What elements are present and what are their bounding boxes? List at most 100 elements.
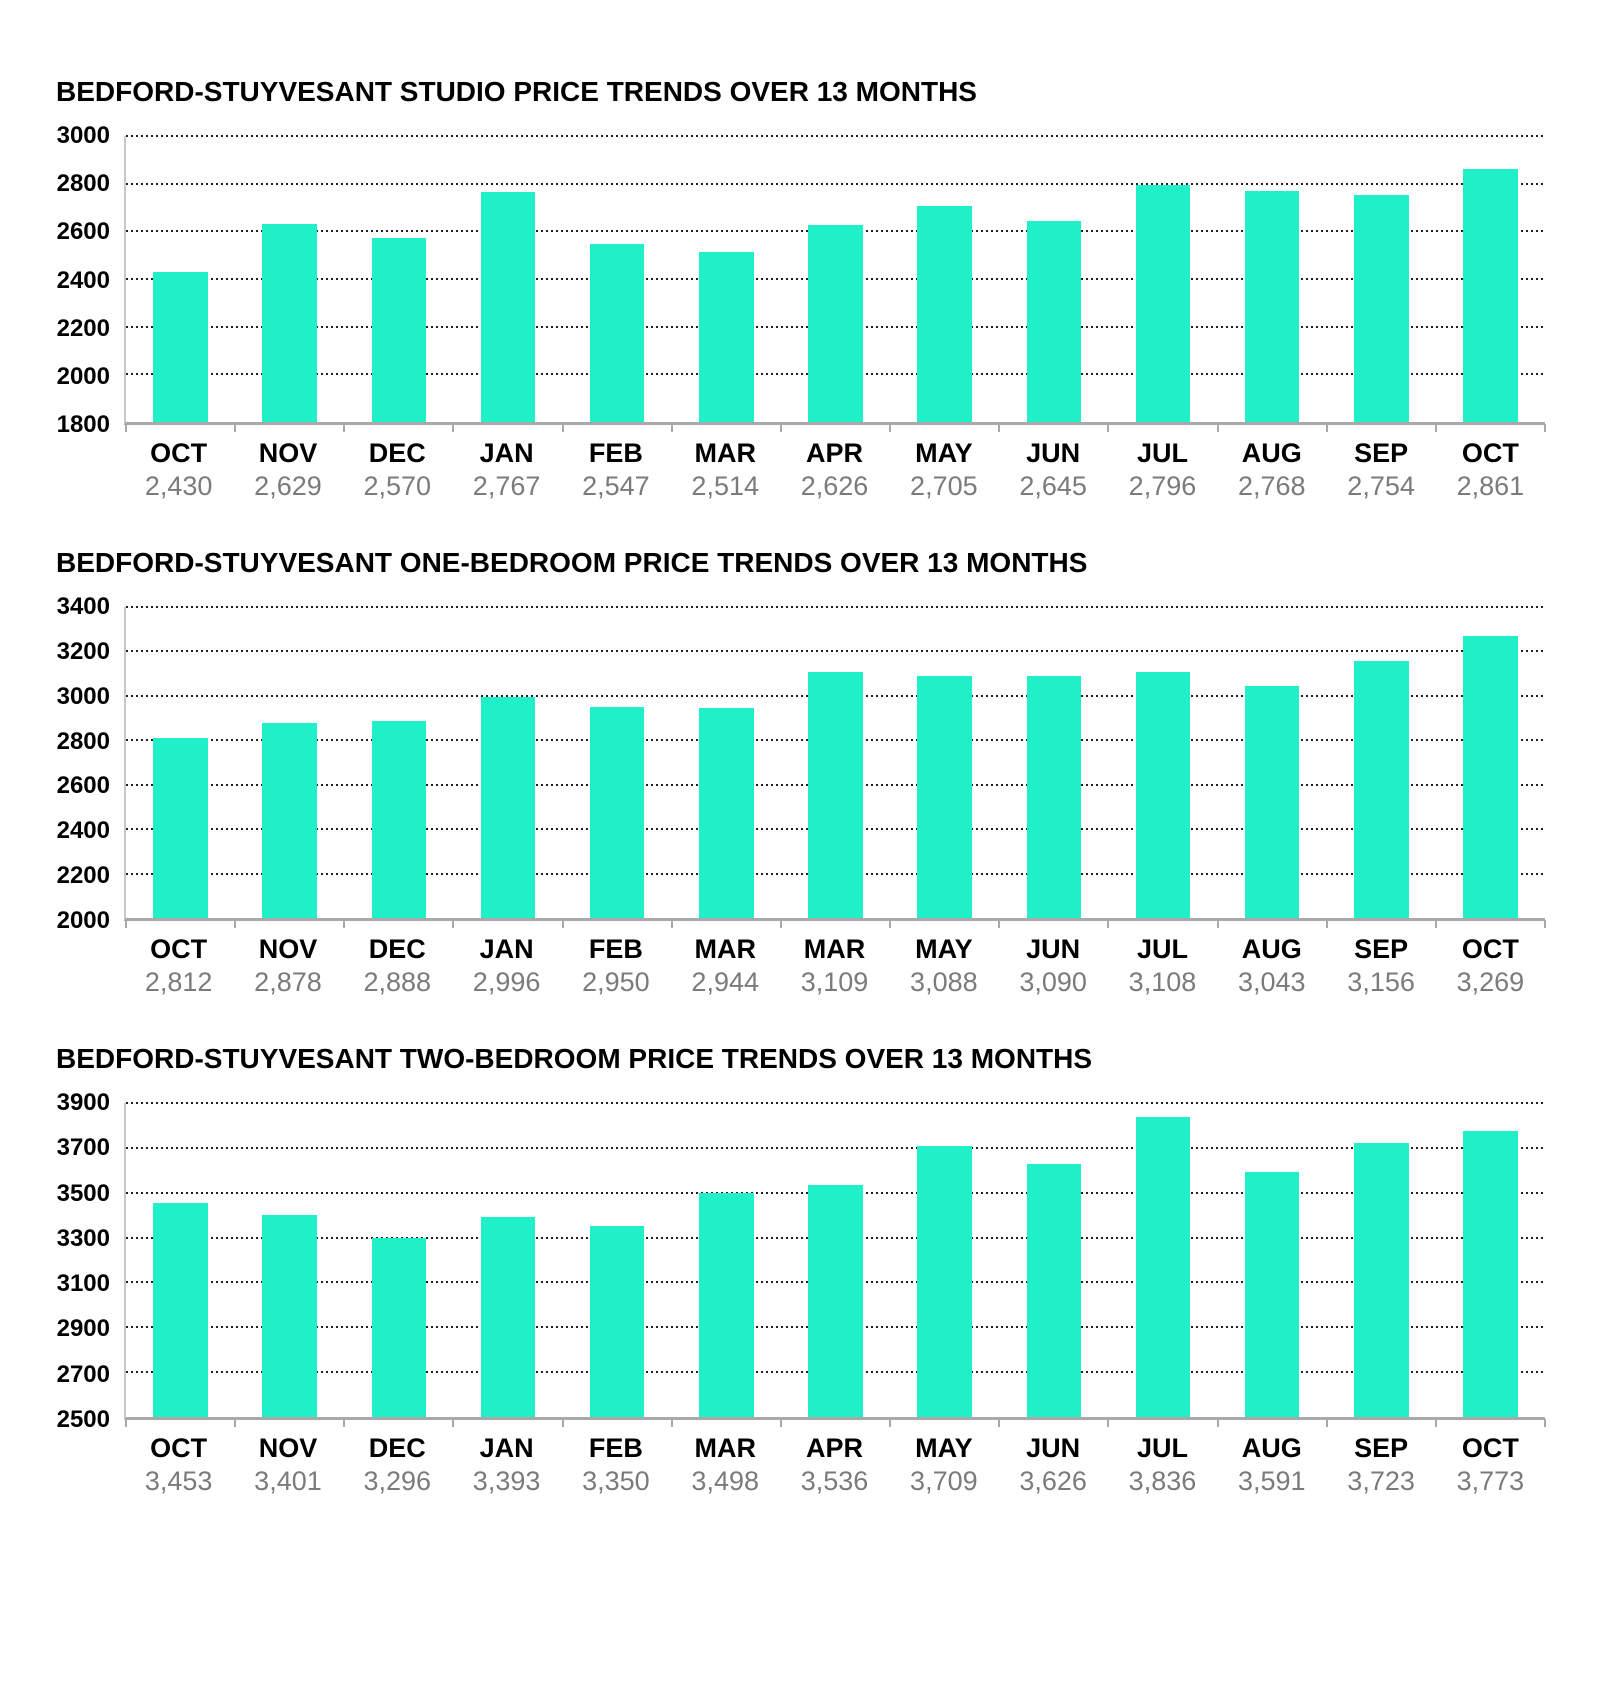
x-axis-tick-mark xyxy=(1325,424,1328,432)
value-label: 3,626 xyxy=(1019,1466,1087,1496)
month-label: NOV xyxy=(258,934,318,964)
y-axis-tick-label: 3300 xyxy=(56,1224,110,1252)
y-axis-tick-label: 2800 xyxy=(56,170,110,198)
x-axis-tick-mark xyxy=(670,1419,673,1427)
month-label: JUL xyxy=(1136,1433,1188,1463)
y-axis-tick-label: 2500 xyxy=(56,1406,110,1433)
x-label-column: JUL 3,836 xyxy=(1108,1432,1217,1498)
bar-jun-8 xyxy=(1026,675,1082,918)
bar-aug-10 xyxy=(1244,686,1300,918)
x-label-column: SEP 3,723 xyxy=(1326,1432,1435,1498)
x-label-column: FEB 2,950 xyxy=(561,933,670,999)
x-axis-tick-mark xyxy=(1216,424,1219,432)
bar-nov-1 xyxy=(262,224,318,422)
bar-column xyxy=(126,136,235,422)
value-label: 3,296 xyxy=(363,1466,432,1496)
y-axis-tick-label: 3500 xyxy=(56,1179,110,1207)
x-label-column: OCT 3,453 xyxy=(124,1432,233,1498)
bar-oct-12 xyxy=(1463,169,1518,422)
x-axis-tick-mark xyxy=(561,424,564,432)
x-label-column: MAR 3,498 xyxy=(671,1432,780,1498)
month-label: JAN xyxy=(479,1433,534,1463)
bar-column xyxy=(344,607,453,918)
value-label: 2,812 xyxy=(144,967,213,997)
bar-sep-11 xyxy=(1354,661,1409,918)
month-label: JUN xyxy=(1026,934,1081,964)
month-label: DEC xyxy=(368,934,426,964)
x-axis-tick-mark xyxy=(670,424,673,432)
x-axis-tick-mark xyxy=(234,920,237,928)
month-label: JUL xyxy=(1136,934,1188,964)
x-axis-tick-mark xyxy=(1544,1419,1546,1427)
bar-mar-5 xyxy=(699,251,754,422)
value-label: 3,536 xyxy=(800,1466,869,1496)
bar-column xyxy=(999,607,1108,918)
value-label: 2,547 xyxy=(582,471,650,501)
bar-column xyxy=(453,136,562,422)
x-axis-tick-mark xyxy=(1434,1419,1437,1427)
y-axis-tick-label: 3400 xyxy=(56,593,110,620)
gridline xyxy=(126,182,1545,185)
bar-may-7 xyxy=(917,206,972,422)
x-axis-tick-mark xyxy=(343,920,346,928)
x-label-column: DEC 2,888 xyxy=(343,933,452,999)
bar-column xyxy=(672,136,781,422)
x-axis-tick-mark xyxy=(125,920,127,928)
bar-column xyxy=(126,607,235,918)
x-label-column: JUL 2,796 xyxy=(1108,437,1217,503)
bar-column xyxy=(235,1103,344,1417)
x-label-column: JAN 3,393 xyxy=(452,1432,561,1498)
y-axis-tick-label: 3700 xyxy=(56,1134,110,1162)
value-label: 3,453 xyxy=(144,1466,213,1496)
plot-area xyxy=(124,135,1546,432)
y-axis-tick-label: 2400 xyxy=(56,817,110,845)
month-label: MAY xyxy=(915,934,973,964)
value-label: 2,796 xyxy=(1128,471,1197,501)
y-axis-tick-label: 3900 xyxy=(56,1089,110,1116)
value-label: 2,888 xyxy=(363,967,432,997)
x-label-column: DEC 3,296 xyxy=(343,1432,452,1498)
x-label-column: SEP 2,754 xyxy=(1326,437,1435,503)
month-label: MAR xyxy=(803,934,866,964)
chart-title: BEDFORD-STUYVESANT ONE-BEDROOM PRICE TRE… xyxy=(56,547,1088,578)
y-axis-tick-label: 3200 xyxy=(56,637,110,665)
month-label: MAR xyxy=(694,934,756,964)
x-axis-tick-mark xyxy=(889,424,892,432)
x-axis-labels: OCT 3,453 NOV 3,401 DEC 3,296 JAN 3,393 FEB 3,350… xyxy=(124,1432,1545,1498)
plot-row: 2000 2200 2400 2600 2800 3000 3200 3400 xyxy=(56,595,1546,933)
bar-column xyxy=(890,1103,999,1417)
value-label: 2,768 xyxy=(1237,471,1306,501)
x-label-column: SEP 3,156 xyxy=(1326,933,1435,999)
bar-column xyxy=(781,136,890,422)
bar-may-7 xyxy=(917,676,972,918)
y-axis-tick-label: 2800 xyxy=(56,727,110,755)
gridline xyxy=(126,1102,1545,1104)
chart-title: BEDFORD-STUYVESANT TWO-BEDROOM PRICE TRE… xyxy=(56,1043,1093,1074)
x-axis-tick-mark xyxy=(1107,1419,1110,1427)
x-axis-tick-mark xyxy=(125,1419,127,1427)
bar-column xyxy=(344,136,453,422)
month-label: DEC xyxy=(368,1433,426,1463)
y-axis: 1800 2000 2200 2400 2600 2800 3000 xyxy=(56,124,110,437)
bar-sep-11 xyxy=(1354,194,1409,422)
chart-studio: BEDFORD-STUYVESANT STUDIO PRICE TRENDS O… xyxy=(56,76,1546,503)
x-label-column: AUG 3,591 xyxy=(1217,1432,1326,1498)
bar-oct-12 xyxy=(1463,636,1518,918)
bar-column xyxy=(1108,1103,1217,1417)
bar-aug-10 xyxy=(1244,191,1300,422)
bar-dec-2 xyxy=(371,238,427,422)
bar-feb-4 xyxy=(589,243,645,422)
bar-column xyxy=(890,136,999,422)
chart-title: BEDFORD-STUYVESANT STUDIO PRICE TRENDS O… xyxy=(56,76,977,107)
value-label: 3,043 xyxy=(1237,967,1306,997)
bar-jun-8 xyxy=(1026,1164,1082,1417)
x-axis-tick-mark xyxy=(1434,920,1437,928)
x-axis-tick-mark xyxy=(561,920,564,928)
bar-mar-6 xyxy=(808,671,863,918)
value-label: 3,350 xyxy=(582,1466,650,1496)
x-label-column: OCT 3,269 xyxy=(1436,933,1545,999)
bar-column xyxy=(672,1103,781,1417)
x-axis-tick-mark xyxy=(998,920,1001,928)
x-label-column: APR 2,626 xyxy=(780,437,889,503)
month-label: FEB xyxy=(588,934,643,964)
